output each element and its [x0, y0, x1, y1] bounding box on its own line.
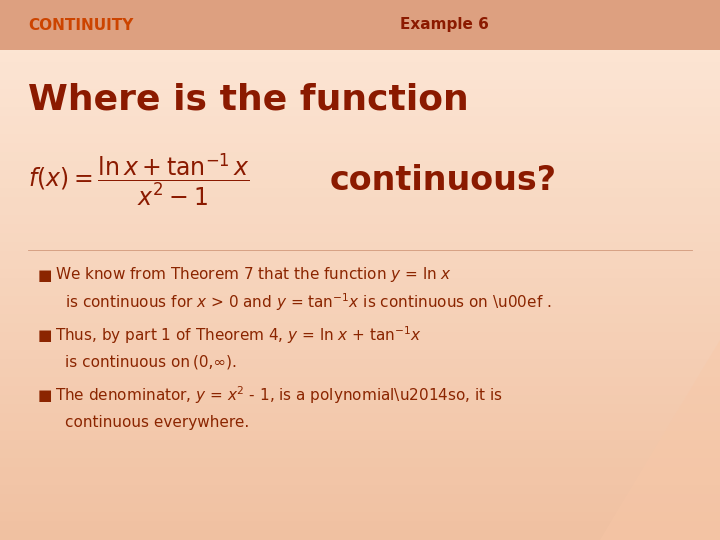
Bar: [0, 458, 720, 468]
Bar: [0, 242, 720, 252]
Text: We know from Theorem 7 that the function $y$ = ln $x$: We know from Theorem 7 that the function…: [55, 266, 452, 285]
Bar: [0, 0, 720, 9]
Bar: [0, 422, 720, 432]
Bar: [0, 0, 720, 50]
Text: ■: ■: [38, 388, 53, 402]
Bar: [0, 35, 720, 45]
Bar: [0, 179, 720, 189]
Bar: [0, 314, 720, 324]
Bar: [0, 44, 720, 54]
Bar: [0, 188, 720, 198]
Bar: [0, 512, 720, 522]
Bar: [0, 107, 720, 117]
Bar: [0, 296, 720, 306]
Bar: [0, 449, 720, 459]
Bar: [0, 404, 720, 414]
Bar: [0, 494, 720, 504]
Bar: [0, 287, 720, 297]
Bar: [0, 8, 720, 18]
Text: Thus, by part 1 of Theorem 4, $y$ = ln $x$ + tan$^{-1}$$x$: Thus, by part 1 of Theorem 4, $y$ = ln $…: [55, 324, 422, 346]
Bar: [0, 26, 720, 36]
Bar: [0, 305, 720, 315]
Bar: [0, 359, 720, 369]
Bar: [0, 386, 720, 396]
Bar: [0, 125, 720, 135]
Bar: [0, 224, 720, 234]
Bar: [0, 251, 720, 261]
Bar: [0, 215, 720, 225]
Bar: [0, 134, 720, 144]
Bar: [0, 170, 720, 180]
Bar: [0, 485, 720, 495]
Bar: [0, 467, 720, 477]
Bar: [0, 206, 720, 216]
Bar: [0, 521, 720, 531]
Bar: [0, 368, 720, 378]
Bar: [0, 80, 720, 90]
Bar: [0, 269, 720, 279]
Bar: [0, 116, 720, 126]
Bar: [0, 233, 720, 243]
Bar: [0, 197, 720, 207]
Bar: [0, 395, 720, 405]
Text: CONTINUITY: CONTINUITY: [28, 17, 133, 32]
Text: is continuous for $x$ > 0 and $y$ = tan$^{-1}$$x$ is continuous on \u00ef .: is continuous for $x$ > 0 and $y$ = tan$…: [65, 291, 552, 313]
Text: ■: ■: [38, 327, 53, 342]
Text: continuous everywhere.: continuous everywhere.: [65, 415, 249, 429]
Bar: [0, 143, 720, 153]
Bar: [0, 431, 720, 441]
Text: continuous?: continuous?: [330, 164, 557, 197]
Bar: [0, 377, 720, 387]
Bar: [0, 530, 720, 540]
Text: The denominator, $y$ = $x^2$ - 1, is a polynomial\u2014so, it is: The denominator, $y$ = $x^2$ - 1, is a p…: [55, 384, 503, 406]
Text: Example 6: Example 6: [400, 17, 489, 32]
Bar: [0, 341, 720, 351]
Bar: [0, 413, 720, 423]
Bar: [0, 260, 720, 270]
Polygon shape: [300, 340, 720, 540]
Bar: [0, 161, 720, 171]
Text: Where is the function: Where is the function: [28, 83, 469, 117]
Text: ■: ■: [38, 267, 53, 282]
Bar: [0, 503, 720, 513]
Bar: [0, 17, 720, 27]
Bar: [0, 440, 720, 450]
Bar: [0, 71, 720, 81]
Bar: [0, 332, 720, 342]
Bar: [0, 278, 720, 288]
Text: is continuous on (0,∞).: is continuous on (0,∞).: [65, 354, 237, 369]
Bar: [0, 323, 720, 333]
Bar: [0, 53, 720, 63]
Bar: [0, 350, 720, 360]
Bar: [0, 476, 720, 486]
Bar: [0, 89, 720, 99]
Bar: [0, 62, 720, 72]
Text: $f(x) = \dfrac{\ln x + \tan^{-1}x}{x^2 - 1}$: $f(x) = \dfrac{\ln x + \tan^{-1}x}{x^2 -…: [28, 152, 250, 208]
Bar: [0, 98, 720, 108]
Bar: [0, 152, 720, 162]
